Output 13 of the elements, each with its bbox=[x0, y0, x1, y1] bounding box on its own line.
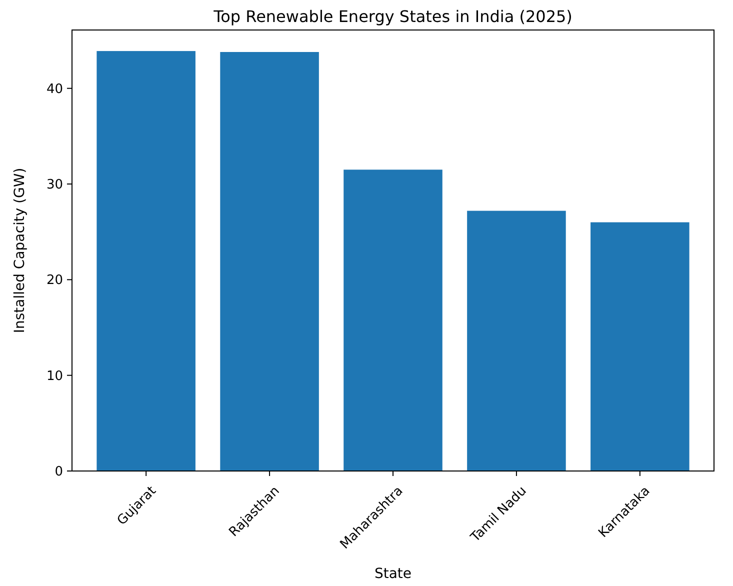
bar bbox=[96, 51, 196, 471]
x-axis-title: State bbox=[374, 566, 412, 582]
y-tick-label: 20 bbox=[46, 273, 63, 288]
y-tick-label: 0 bbox=[54, 464, 63, 480]
y-tick-label: 30 bbox=[46, 178, 63, 193]
bar bbox=[344, 170, 442, 471]
y-tick-label: 10 bbox=[46, 368, 63, 384]
bar bbox=[220, 52, 319, 471]
chart-title: Top Renewable Energy States in India (2025) bbox=[212, 7, 572, 26]
bar bbox=[467, 210, 566, 471]
y-axis-title: Installed Capacity (GW) bbox=[12, 168, 28, 334]
bar bbox=[590, 222, 690, 471]
y-tick-label: 40 bbox=[46, 82, 63, 97]
